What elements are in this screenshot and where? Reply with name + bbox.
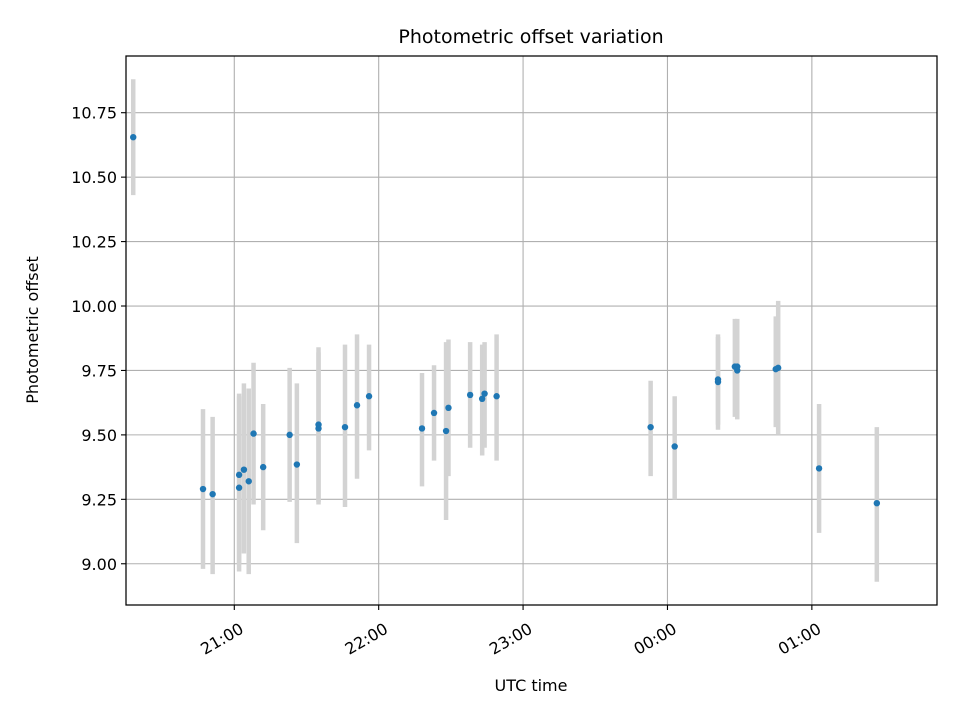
data-point — [250, 430, 257, 437]
data-point — [235, 471, 243, 479]
data-point — [245, 478, 252, 485]
grid-lines — [126, 56, 937, 605]
data-point — [235, 484, 243, 491]
x-axis-label: UTC time — [495, 676, 568, 695]
data-points — [130, 133, 881, 507]
x-tick-label: 00:00 — [630, 619, 679, 659]
data-point — [353, 402, 361, 409]
data-point — [430, 409, 438, 417]
plot-area-frame — [125, 55, 938, 606]
data-point — [286, 431, 293, 439]
data-point — [240, 466, 248, 473]
x-tick-label: 22:00 — [342, 619, 391, 659]
data-point — [293, 461, 301, 468]
data-point — [259, 463, 267, 471]
data-point — [478, 395, 486, 403]
data-point — [734, 367, 741, 374]
data-point — [130, 133, 137, 141]
data-point — [671, 443, 678, 450]
data-point — [774, 364, 782, 372]
y-tick-label: 9.50 — [81, 426, 117, 445]
data-point — [466, 391, 474, 399]
error-bars — [130, 79, 880, 582]
y-tick-label: 9.25 — [81, 490, 117, 509]
x-tick-label: 21:00 — [197, 619, 246, 659]
y-tick-label: 9.00 — [81, 555, 117, 574]
data-point — [341, 423, 349, 431]
y-tick-label: 10.75 — [71, 104, 117, 123]
data-point — [481, 390, 488, 397]
data-point — [442, 427, 450, 435]
y-axis-ticks: 9.00 9.25 9.50 9.75 10.00 10.25 10.50 10.75 — [71, 104, 126, 574]
data-point — [199, 485, 207, 493]
data-point — [418, 425, 426, 432]
data-point — [315, 421, 322, 428]
data-point — [714, 376, 722, 383]
data-point — [445, 404, 452, 412]
chart-title: Photometric offset variation — [398, 26, 663, 48]
y-tick-label: 9.75 — [81, 361, 117, 380]
y-tick-label: 10.00 — [71, 297, 117, 316]
data-point — [873, 499, 881, 507]
data-point — [815, 465, 823, 472]
data-point — [493, 393, 500, 400]
y-tick-label: 10.50 — [71, 168, 117, 187]
data-point — [365, 393, 373, 400]
x-tick-label: 23:00 — [486, 619, 535, 659]
x-axis-ticks: 21:00 22:00 23:00 00:00 01:00 — [197, 605, 824, 659]
x-tick-label: 01:00 — [775, 619, 824, 659]
y-axis-label: Photometric offset — [23, 256, 42, 404]
data-point — [209, 490, 216, 498]
y-tick-label: 10.25 — [71, 233, 117, 252]
data-point — [647, 423, 654, 431]
